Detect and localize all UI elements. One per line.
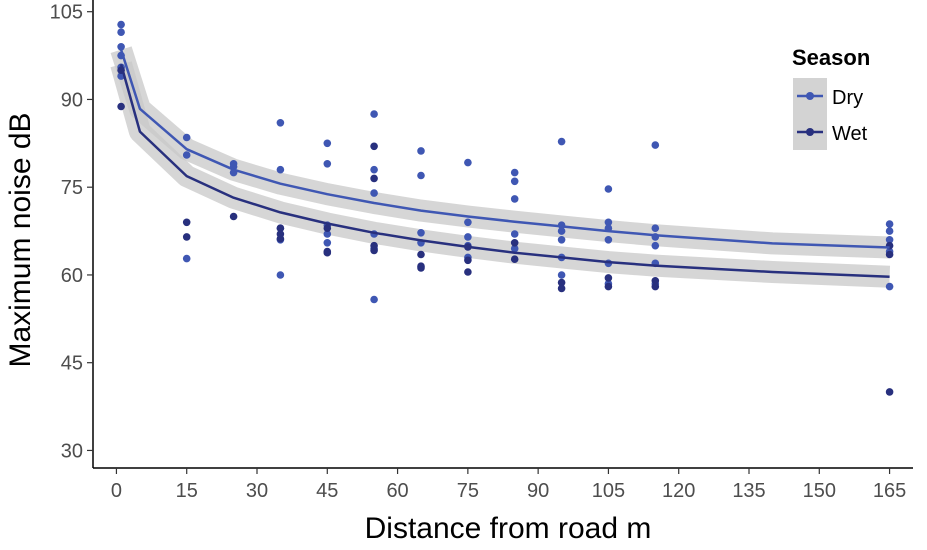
data-point-dry <box>557 227 566 235</box>
data-point-dry <box>182 133 191 142</box>
x-tick-label: 15 <box>176 480 198 502</box>
data-point-dry <box>117 43 125 51</box>
data-point-wet <box>604 274 613 282</box>
data-point-dry <box>276 271 285 279</box>
data-point-wet <box>557 278 566 287</box>
data-point-dry <box>510 244 519 253</box>
data-point-wet <box>651 277 660 285</box>
data-point-dry <box>510 195 519 203</box>
data-point-dry <box>182 254 191 263</box>
data-point-dry <box>557 271 566 279</box>
data-point-wet <box>510 239 519 247</box>
data-point-wet <box>182 218 191 227</box>
axes: 0 15 30 45 60 75 90 105 120 135 150 165 30 45 60 75 90 10… <box>50 0 913 502</box>
data-point-wet <box>417 264 425 272</box>
data-point-dry <box>370 189 378 197</box>
y-tick-label: 105 <box>50 2 83 24</box>
data-point-dry <box>417 229 425 237</box>
x-tick-label: 120 <box>662 480 695 502</box>
data-point-dry <box>117 20 125 29</box>
legend: Season Dry Wet <box>792 45 870 150</box>
legend-label-dry: Dry <box>832 87 863 109</box>
fit-lines <box>119 49 890 278</box>
data-point-dry <box>885 282 894 291</box>
x-tick-label: 165 <box>873 480 906 502</box>
data-point-dry <box>323 160 332 168</box>
data-point-dry <box>276 119 285 127</box>
data-point-wet <box>557 284 566 293</box>
data-point-dry <box>557 236 566 244</box>
data-point-dry <box>464 233 472 241</box>
x-axis-title: Distance from road m <box>365 512 652 545</box>
data-point-wet <box>604 282 613 291</box>
y-axis-title: Maximum noise dB <box>4 112 37 367</box>
data-point-wet <box>229 212 238 221</box>
data-point-dry <box>464 158 472 167</box>
data-point-dry <box>417 147 425 155</box>
data-point-wet <box>464 256 472 265</box>
data-point-dry <box>510 230 519 238</box>
data-point-wet <box>417 250 425 259</box>
x-tick-label: 0 <box>111 480 122 502</box>
data-point-dry <box>885 227 894 235</box>
x-tick-label: 105 <box>592 480 625 502</box>
data-point-dry <box>182 151 191 159</box>
data-point-wet <box>323 224 332 232</box>
x-tick-label: 60 <box>386 480 408 502</box>
legend-title: Season <box>792 45 870 70</box>
y-tick-label: 90 <box>61 89 83 111</box>
data-point-dry <box>651 141 660 149</box>
data-point-wet <box>370 142 378 151</box>
data-point-dry <box>885 220 894 228</box>
data-point-wet <box>370 174 378 183</box>
data-point-dry <box>323 230 332 238</box>
data-point-dry <box>604 236 613 244</box>
legend-label-wet: Wet <box>832 123 868 145</box>
data-point-dry <box>885 236 894 244</box>
x-tick-label: 150 <box>803 480 836 502</box>
x-tick-label: 135 <box>732 480 765 502</box>
data-point-wet <box>276 234 285 243</box>
data-point-dry <box>323 239 332 247</box>
legend-dry-marker <box>806 92 814 100</box>
data-point-dry <box>604 218 613 227</box>
data-point-dry <box>651 241 660 250</box>
legend-wet-marker <box>806 128 814 136</box>
data-point-wet <box>464 268 472 276</box>
y-tick-label: 75 <box>61 177 83 199</box>
data-point-wet <box>182 233 191 241</box>
x-tick-label: 75 <box>457 480 479 502</box>
x-tick-label: 45 <box>316 480 338 502</box>
data-point-dry <box>557 137 566 146</box>
y-tick-label: 30 <box>61 440 83 462</box>
data-point-wet <box>276 224 285 232</box>
data-point-dry <box>464 218 472 227</box>
data-point-dry <box>370 295 378 304</box>
y-tick-label: 45 <box>61 353 83 375</box>
data-point-wet <box>885 388 894 396</box>
data-point-wet <box>510 255 519 263</box>
data-point-wet <box>885 250 894 259</box>
data-point-dry <box>651 224 660 232</box>
data-point-wet <box>370 246 378 255</box>
y-tick-label: 60 <box>61 265 83 287</box>
data-point-dry <box>370 110 378 118</box>
data-point-dry <box>510 177 519 186</box>
data-point-wet <box>323 248 332 257</box>
fit-line-wet <box>119 63 890 278</box>
x-tick-label: 90 <box>527 480 549 502</box>
data-point-dry <box>117 28 125 36</box>
data-point-dry <box>510 168 519 177</box>
data-point-dry <box>323 139 332 148</box>
data-point-dry <box>417 171 425 180</box>
fit-line-dry <box>119 49 890 249</box>
data-point-wet <box>117 102 125 111</box>
data-point-dry <box>370 165 378 174</box>
x-tick-label: 30 <box>246 480 268 502</box>
data-point-dry <box>604 185 613 193</box>
data-point-wet <box>651 282 660 291</box>
data-point-dry <box>276 165 285 174</box>
